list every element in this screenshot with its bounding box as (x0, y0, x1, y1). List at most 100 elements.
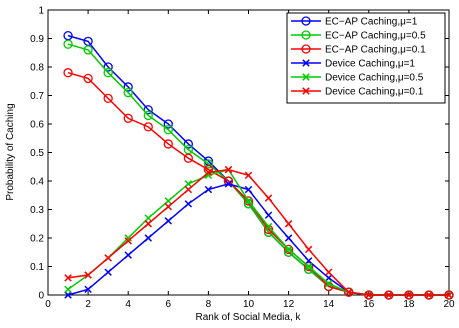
data-point (244, 185, 253, 194)
data-point (84, 271, 92, 279)
data-point (184, 200, 193, 208)
data-point (84, 285, 92, 294)
legend-marker (301, 16, 311, 26)
data-point (425, 291, 433, 299)
y-tick-label: 0 (38, 291, 44, 302)
series-6 (64, 165, 453, 299)
data-point (405, 291, 413, 299)
legend-entry: EC−AP Caching,μ=0.5 (291, 30, 426, 42)
legend-entry: Device Caching,μ=0.1 (291, 87, 424, 98)
y-tick-label: 0.4 (30, 177, 44, 188)
legend-marker (302, 59, 310, 67)
x-tick-label: 14 (323, 299, 335, 310)
data-point (143, 105, 153, 115)
data-point (63, 39, 73, 49)
data-point (164, 202, 173, 211)
legend-marker (301, 30, 311, 40)
data-point (124, 234, 132, 242)
data-point (345, 288, 353, 296)
data-point (283, 244, 294, 255)
data-point (123, 82, 133, 92)
data-point (143, 122, 153, 132)
data-point (184, 180, 193, 188)
x-tick-label: 0 (45, 299, 51, 310)
x-tick-label: 2 (85, 299, 91, 310)
legend-marker (302, 87, 310, 95)
data-point (64, 274, 72, 282)
data-point (304, 245, 313, 254)
data-point (203, 164, 214, 175)
legend-marker (302, 73, 310, 81)
legend-label: Device Caching,μ=1 (325, 59, 415, 70)
data-point (123, 88, 133, 98)
x-tick-label: 12 (283, 299, 295, 310)
data-point (385, 291, 393, 299)
axis-ticks: 0 2 4 6 8 10 12 14 16 18 20 0 0.1 0.2 0.3 0.4 0.5 0.6 0.7 0… (30, 6, 455, 311)
legend-label: EC−AP Caching,μ=1 (325, 17, 418, 28)
data-point (164, 217, 173, 225)
data-point (204, 171, 213, 180)
data-point (284, 234, 293, 242)
data-point (64, 285, 72, 294)
data-point (163, 125, 173, 135)
x-tick-label: 4 (125, 299, 131, 310)
data-point (264, 194, 273, 202)
y-tick-label: 0.1 (30, 262, 44, 273)
data-point (324, 268, 333, 276)
legend-entry: EC−AP Caching,μ=0.1 (291, 44, 426, 56)
legend-entry: Device Caching,μ=1 (291, 59, 415, 70)
data-point (324, 279, 333, 288)
y-tick-label: 0.8 (30, 63, 44, 74)
data-point (83, 73, 93, 84)
y-tick-label: 1 (38, 6, 44, 17)
data-point (284, 245, 293, 254)
data-point (123, 113, 133, 123)
y-tick-label: 0.6 (30, 120, 44, 131)
data-point (104, 254, 112, 262)
legend-marker (301, 44, 311, 54)
data-point (445, 291, 453, 299)
legend-label: Device Caching,μ=0.5 (325, 73, 424, 84)
legend-entry: Device Caching,μ=0.5 (291, 73, 424, 84)
data-point (124, 237, 132, 245)
data-point (244, 197, 253, 205)
data-point (365, 291, 373, 299)
legend-label: EC−AP Caching,μ=0.1 (325, 45, 426, 56)
data-point (224, 180, 233, 188)
data-point (224, 165, 233, 174)
data-point (163, 139, 173, 149)
data-point (304, 262, 313, 271)
data-point (103, 62, 113, 72)
data-point (203, 159, 214, 169)
data-point (144, 220, 152, 228)
series-layer (63, 31, 454, 300)
data-point (244, 171, 253, 180)
y-tick-label: 0.3 (30, 205, 44, 216)
data-point (204, 185, 213, 194)
data-point (164, 197, 173, 205)
data-point (243, 196, 254, 206)
legend-box (286, 12, 446, 104)
data-point (223, 176, 234, 186)
data-point (184, 185, 193, 194)
data-point (163, 119, 173, 129)
x-axis-label: Rank of Social Media, k (195, 312, 301, 323)
legend: EC−AP Caching,μ=1 EC−AP Caching,μ=0.5 EC−A… (286, 12, 446, 104)
data-point (124, 251, 132, 259)
data-point (264, 211, 273, 219)
data-point (144, 214, 152, 222)
x-tick-label: 16 (363, 299, 375, 310)
data-point (324, 274, 333, 282)
x-tick-label: 18 (403, 299, 415, 310)
data-point (324, 281, 334, 292)
data-point (103, 68, 113, 78)
y-tick-label: 0.7 (30, 91, 44, 102)
legend-label: Device Caching,μ=0.1 (325, 87, 424, 98)
data-point (83, 45, 93, 55)
x-tick-label: 8 (206, 299, 212, 310)
data-point (264, 222, 273, 231)
legend-label: EC−AP Caching,μ=0.5 (325, 31, 426, 42)
y-tick-label: 0.9 (30, 34, 44, 45)
x-tick-label: 20 (443, 299, 455, 310)
